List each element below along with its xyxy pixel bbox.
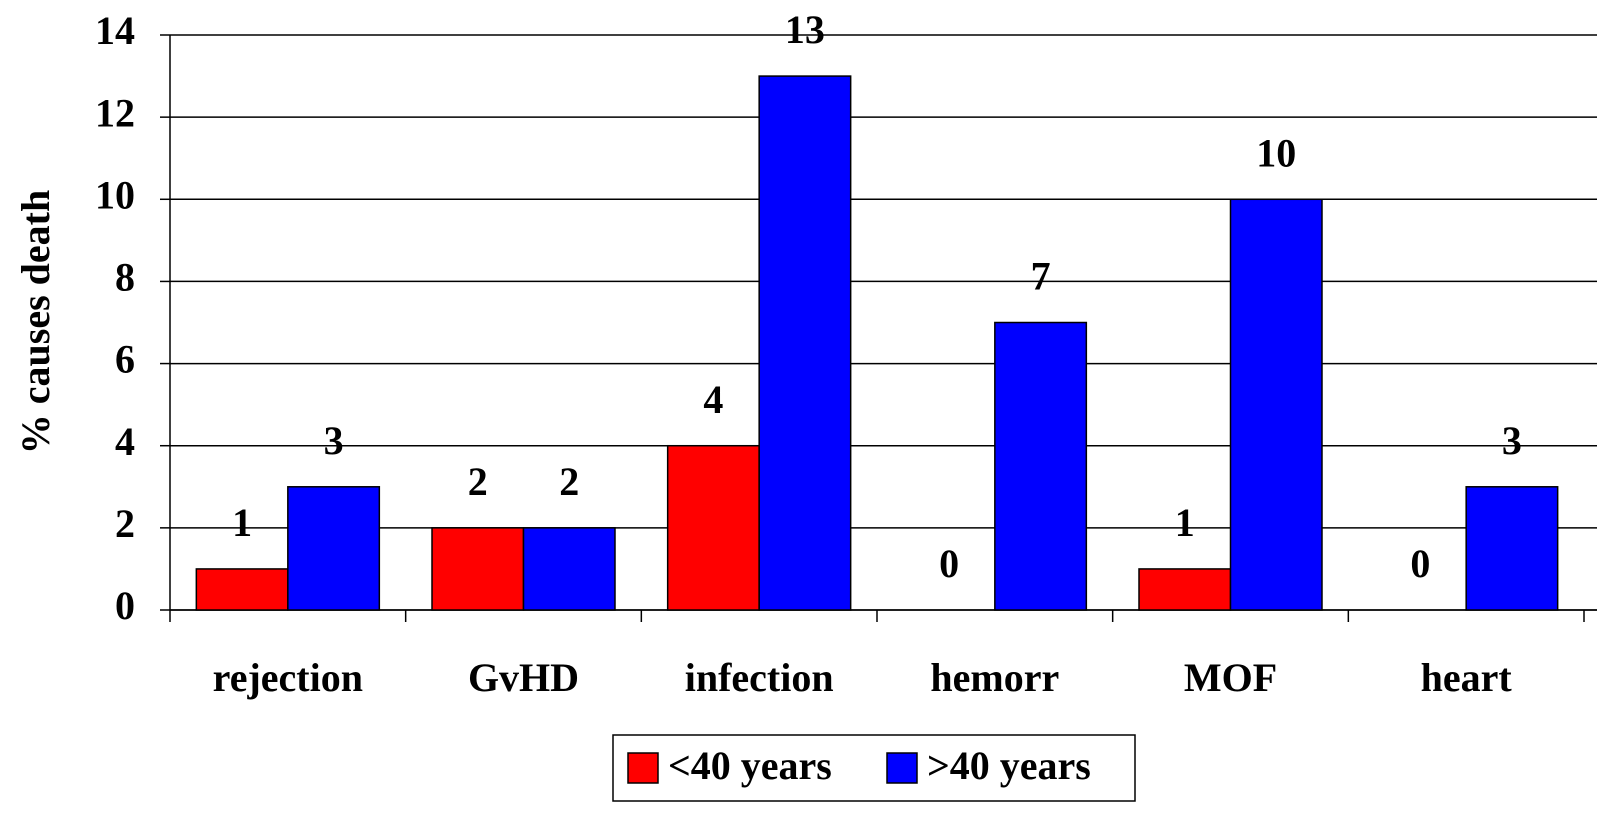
y-tick-label: 2: [115, 501, 135, 546]
data-label: 0: [1410, 541, 1430, 586]
y-tick-label: 12: [95, 90, 135, 135]
legend-swatch: [886, 752, 918, 784]
legend-label: >40 years: [927, 743, 1091, 788]
data-label: 0: [939, 541, 959, 586]
legend-swatch: [627, 752, 659, 784]
data-label: 1: [232, 500, 252, 545]
y-tick-label: 10: [95, 172, 135, 217]
bar: [195, 568, 289, 611]
data-label: 10: [1256, 130, 1296, 175]
legend-label: <40 years: [668, 743, 832, 788]
bar: [666, 444, 760, 611]
y-tick-label: 0: [115, 583, 135, 628]
data-label: 1: [1175, 500, 1195, 545]
data-label: 13: [785, 7, 825, 52]
legend: <40 years >40 years: [612, 734, 1136, 802]
bar: [431, 527, 525, 611]
x-tick-label: heart: [1421, 655, 1513, 700]
bar: [994, 321, 1088, 611]
data-label: 7: [1031, 254, 1051, 299]
data-label: 3: [324, 418, 344, 463]
bar: [287, 486, 381, 611]
y-axis-title: % causes death: [13, 190, 58, 454]
x-tick-label: rejection: [213, 655, 363, 700]
bar: [1465, 486, 1559, 611]
x-tick-label: infection: [685, 655, 834, 700]
bar: [1229, 198, 1323, 611]
data-label: 2: [468, 459, 488, 504]
y-tick-label: 8: [115, 255, 135, 300]
x-tick-label: GvHD: [468, 655, 579, 700]
y-tick-label: 14: [95, 8, 135, 53]
data-label: 3: [1502, 418, 1522, 463]
bar: [758, 75, 852, 611]
data-label: 2: [559, 459, 579, 504]
data-label: 4: [703, 377, 723, 422]
bar: [522, 527, 616, 611]
y-tick-label: 4: [115, 419, 135, 464]
x-tick-label: hemorr: [930, 655, 1059, 700]
legend-box: [612, 734, 1136, 802]
x-tick-label: MOF: [1184, 655, 1277, 700]
y-tick-label: 6: [115, 337, 135, 382]
bar: [1138, 568, 1232, 611]
